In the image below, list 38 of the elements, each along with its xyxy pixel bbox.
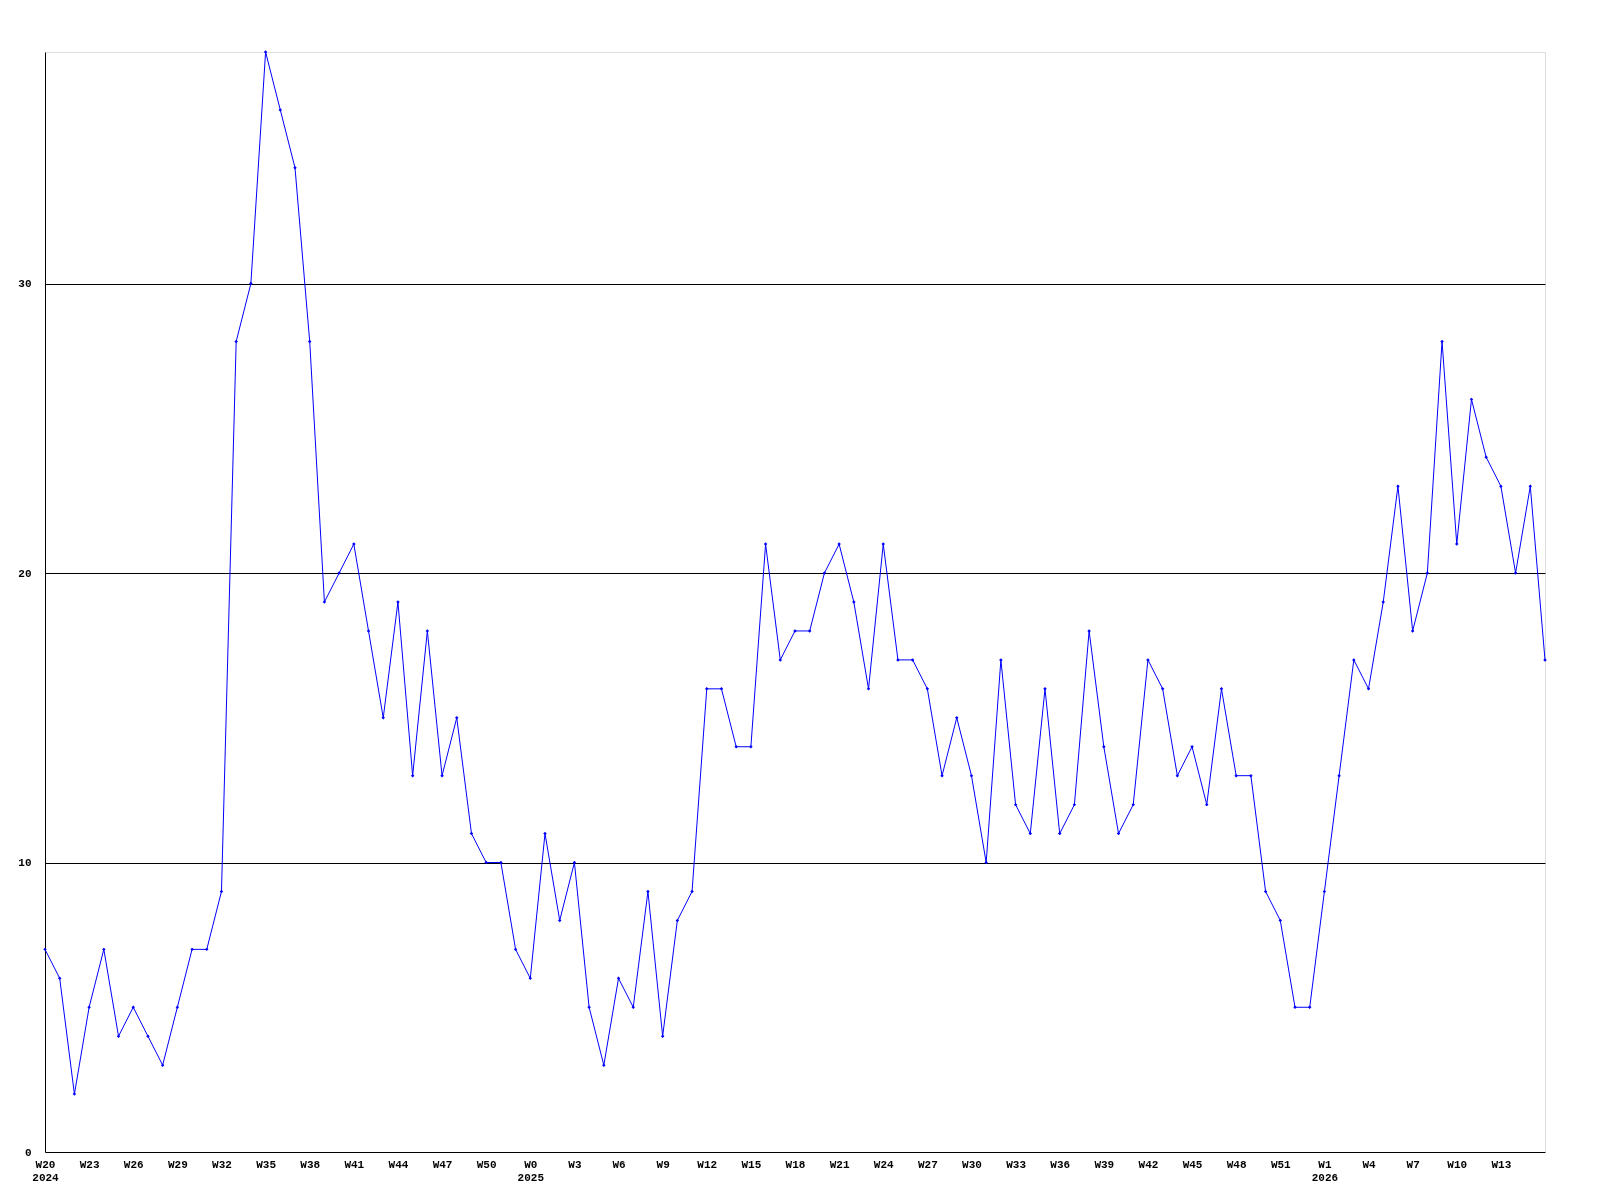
x-tick-label: W20 2024 [32,1158,60,1184]
x-tick-label: W39 [1094,1158,1115,1171]
y-tick-label: 30 [18,278,32,291]
x-tick-label: W1 2026 [1311,1158,1339,1184]
x-tick-label: W47 [432,1158,453,1171]
x-tick-label: W6 [612,1158,626,1171]
x-tick-label: W35 [256,1158,277,1171]
x-tick-label: W26 [123,1158,144,1171]
x-tick-label: W41 [344,1158,365,1171]
x-tick-label: W21 [829,1158,850,1171]
y-tick-label: 20 [18,567,32,580]
x-tick-label: W23 [79,1158,100,1171]
x-tick-label: W48 [1226,1158,1247,1171]
x-tick-label: W36 [1050,1158,1071,1171]
x-tick-label: W9 [656,1158,670,1171]
x-tick-label: W10 [1447,1158,1468,1171]
x-tick-label: W30 [962,1158,982,1171]
y-tick-label: 10 [18,857,32,870]
x-tick-label: W18 [785,1158,806,1171]
x-tick-label: W0 2025 [517,1158,545,1184]
x-tick-label: W44 [388,1158,409,1171]
x-tick-label: W12 [697,1158,718,1171]
x-tick-label: W4 [1362,1158,1377,1171]
x-tick-label: W51 [1270,1158,1292,1171]
x-tick-label: W13 [1491,1158,1512,1171]
x-tick-label: W7 [1406,1158,1420,1171]
x-tick-label: W33 [1006,1158,1027,1171]
x-tick-label: W42 [1138,1158,1159,1171]
x-tick-label: W3 [568,1158,582,1171]
x-tick-label: W38 [300,1158,321,1171]
y-tick-label: 0 [24,1146,32,1159]
x-tick-label: W24 [873,1158,895,1171]
x-tick-label: W50 [476,1158,497,1171]
x-tick-label: W32 [212,1158,232,1171]
x-tick-label: W27 [917,1158,938,1171]
x-tick-label: W45 [1182,1158,1203,1171]
x-tick-label: W29 [167,1158,188,1171]
x-tick-label: W15 [741,1158,762,1171]
